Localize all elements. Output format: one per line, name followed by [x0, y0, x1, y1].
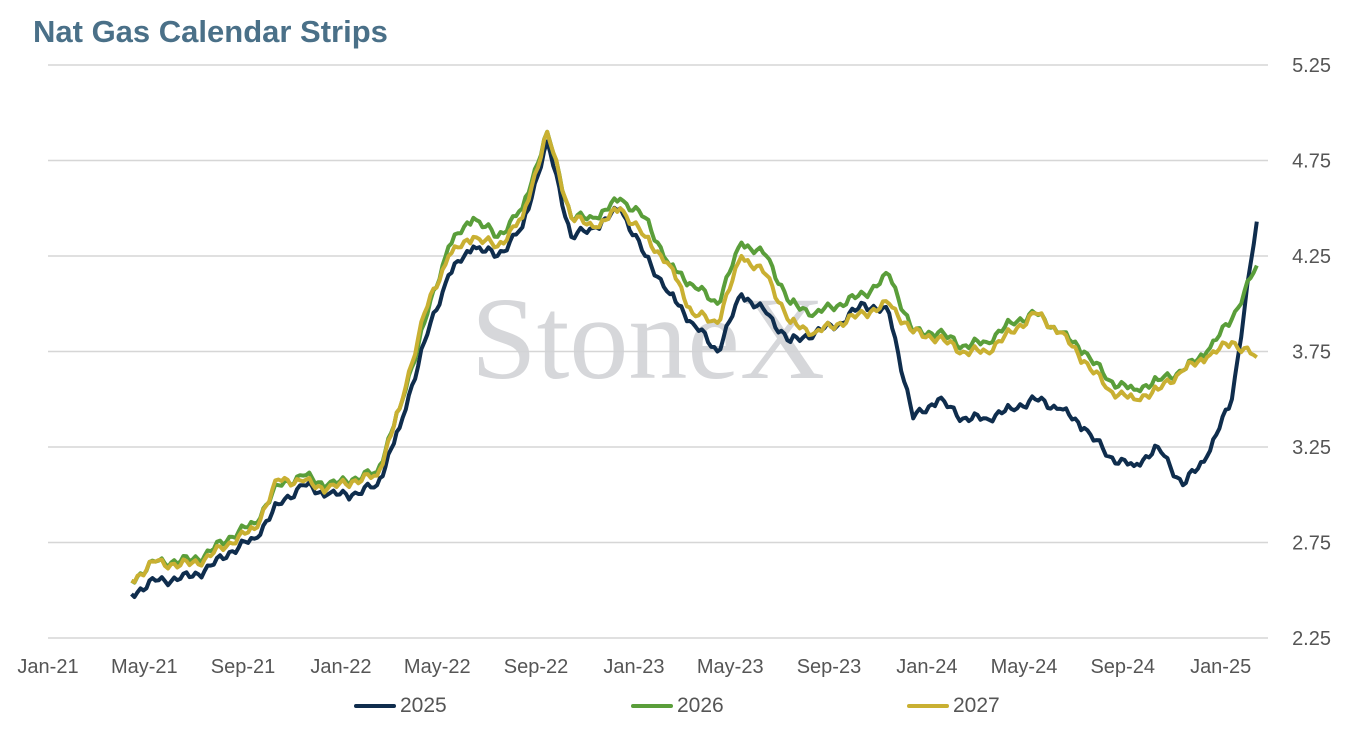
- x-tick-label: Jan-21: [17, 656, 78, 678]
- legend-item-2025: 2025: [354, 694, 447, 718]
- series-line-2027: [130, 129, 1258, 585]
- x-tick-label: Sep-22: [504, 656, 569, 678]
- y-axis-ticks: 5.25 4.75 4.25 3.75 3.25 2.75 2.25: [1292, 55, 1331, 650]
- legend-item-2027: 2027: [907, 694, 1000, 718]
- legend-label: 2026: [677, 694, 724, 717]
- y-tick-label: 2.75: [1292, 533, 1331, 555]
- series-lines: [130, 129, 1259, 599]
- x-tick-label: Sep-24: [1090, 656, 1155, 678]
- legend-label: 2025: [400, 694, 447, 717]
- chart-title: Nat Gas Calendar Strips: [33, 14, 388, 49]
- y-tick-label: 4.75: [1292, 151, 1331, 173]
- x-tick-label: May-24: [991, 656, 1058, 678]
- x-tick-label: Jan-24: [896, 656, 957, 678]
- grid-lines: [48, 64, 1268, 639]
- y-tick-label: 5.25: [1292, 55, 1331, 77]
- x-tick-label: Sep-21: [211, 656, 276, 678]
- watermark-text: StoneX: [471, 273, 825, 404]
- legend-swatch: [907, 704, 949, 708]
- x-tick-label: Jan-23: [603, 656, 664, 678]
- x-tick-label: Jan-25: [1190, 656, 1251, 678]
- y-tick-label: 4.25: [1292, 246, 1331, 268]
- chart-canvas: StoneX 5.25 4.75 4.25 3.75 3.25 2.75 2.25 Jan-…: [17, 55, 1331, 678]
- y-tick-label: 3.25: [1292, 437, 1331, 459]
- x-tick-label: May-22: [404, 656, 471, 678]
- legend-label: 2027: [953, 694, 1000, 717]
- series-line-2025: [130, 139, 1259, 599]
- x-tick-label: May-23: [697, 656, 764, 678]
- x-tick-label: May-21: [111, 656, 178, 678]
- legend-item-2026: 2026: [631, 694, 724, 718]
- x-axis-ticks: Jan-21 May-21 Sep-21 Jan-22 May-22 Sep-22 Jan-…: [17, 656, 1251, 678]
- legend-swatch: [354, 704, 396, 708]
- y-tick-label: 3.75: [1292, 342, 1331, 364]
- x-tick-label: Sep-23: [797, 656, 862, 678]
- y-tick-label: 2.25: [1292, 628, 1331, 650]
- legend: 2025 2026 2027: [0, 694, 1347, 724]
- x-tick-label: Jan-22: [310, 656, 371, 678]
- legend-swatch: [631, 704, 673, 708]
